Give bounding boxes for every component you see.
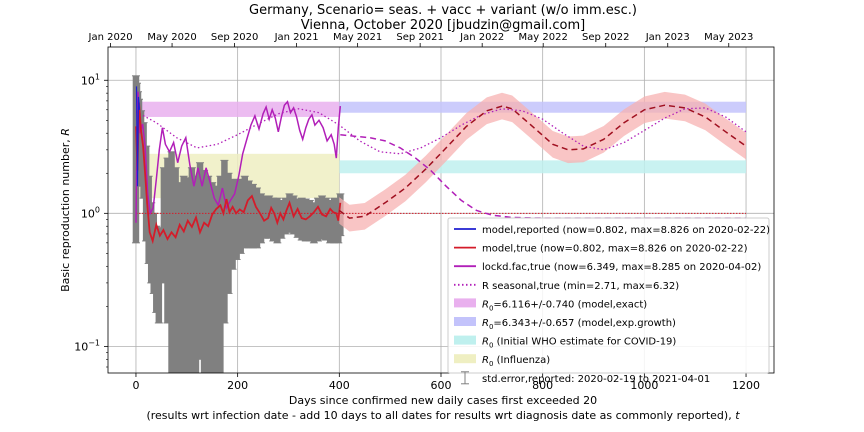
top-tick-label: Jan 2021 [274,32,319,43]
y-tick-label: 100 [81,205,100,220]
legend-patch-swatch [454,317,476,326]
legend-label: R0=6.116+/-0.740 (model,exact) [482,299,647,312]
top-date-axis: Jan 2020 May 2020 Sep 2020 Jan 2021 May 2021… [88,32,753,47]
x-tick-label: 800 [532,379,553,392]
top-tick-label: May 2020 [147,32,196,43]
legend-label: lockd.fac,true (now=6.349, max=8.285 on … [482,262,761,273]
x-tick-label: 400 [329,379,350,392]
model-reported-line [135,86,141,187]
chart-title-line2: Vienna, October 2020 [jbudzin@gmail.com] [301,18,585,33]
legend-label: model,true (now=0.802, max=8.826 on 2020… [482,244,748,255]
x-axis-label-symbol: t [735,409,740,422]
top-tick-label: Sep 2020 [211,32,258,43]
chart-title-line1: Germany, Scenario= seas. + vacc + varian… [249,3,637,18]
legend-label: R seasonal,true (min=2.71, max=6.32) [482,281,679,292]
model-true-line [135,102,342,245]
y-tick-label: 10−1 [74,338,100,353]
x-tick-label: 1000 [630,379,658,392]
legend-frame [447,217,770,374]
x-tick-label: 1200 [732,379,760,392]
top-tick-label: May 2021 [333,32,382,43]
legend-label: R0 (Influenza) [482,355,550,368]
reference-band [339,101,747,113]
legend-label: R0=6.343+/-0.657 (model,exp.growth) [482,318,676,331]
top-tick-label: Sep 2021 [396,32,443,43]
x-tick-label: 600 [431,379,452,392]
y-axis-label-text: Basic reproduction number, [59,136,72,292]
top-tick-label: May 2022 [519,32,568,43]
top-tick-label: May 2023 [704,32,753,43]
top-tick-label: Jan 2023 [645,32,690,43]
legend-label: R0 (Initial WHO estimate for COVID-19) [482,337,676,350]
x-axis-ticks: 0 200 400 600 800 1000 1200 [132,373,760,392]
top-tick-label: Jan 2020 [88,32,133,43]
legend: model,reported (now=0.802, max=8.826 on … [447,217,770,385]
x-axis-label-line1: Days since confirmed new daily cases fir… [289,394,597,407]
legend-patch-swatch [454,298,476,308]
top-tick-label: Jan 2022 [459,32,504,43]
legend-patch-swatch [454,354,476,364]
legend-label: model,reported (now=0.802, max=8.826 on … [482,225,770,236]
reference-band [339,160,747,174]
y-axis-label: Basic reproduction number, R [59,128,72,292]
y-axis-ticks: 10−1 100 101 [74,72,108,368]
model-true-projection-line [338,104,747,219]
legend-items: model,reported (now=0.802, max=8.826 on … [454,225,770,385]
x-tick-label: 200 [227,379,248,392]
lockdown-true-line [135,91,342,223]
reference-band [135,101,340,117]
projection-uncertainty-band [339,91,746,232]
y-tick-label: 101 [81,72,100,87]
legend-patch-swatch [454,335,476,345]
x-axis-label-line2: (results wrt infection date - add 10 day… [146,409,740,422]
y-axis-label-symbol: R [59,128,72,136]
top-tick-label: Sep 2022 [582,32,629,43]
x-axis-label-line2-text: (results wrt infection date - add 10 day… [146,409,735,422]
legend-label: std.error,reported: 2020-02-19 to 2021-0… [482,374,710,385]
x-tick-label: 0 [132,379,139,392]
data-layer [131,75,747,373]
